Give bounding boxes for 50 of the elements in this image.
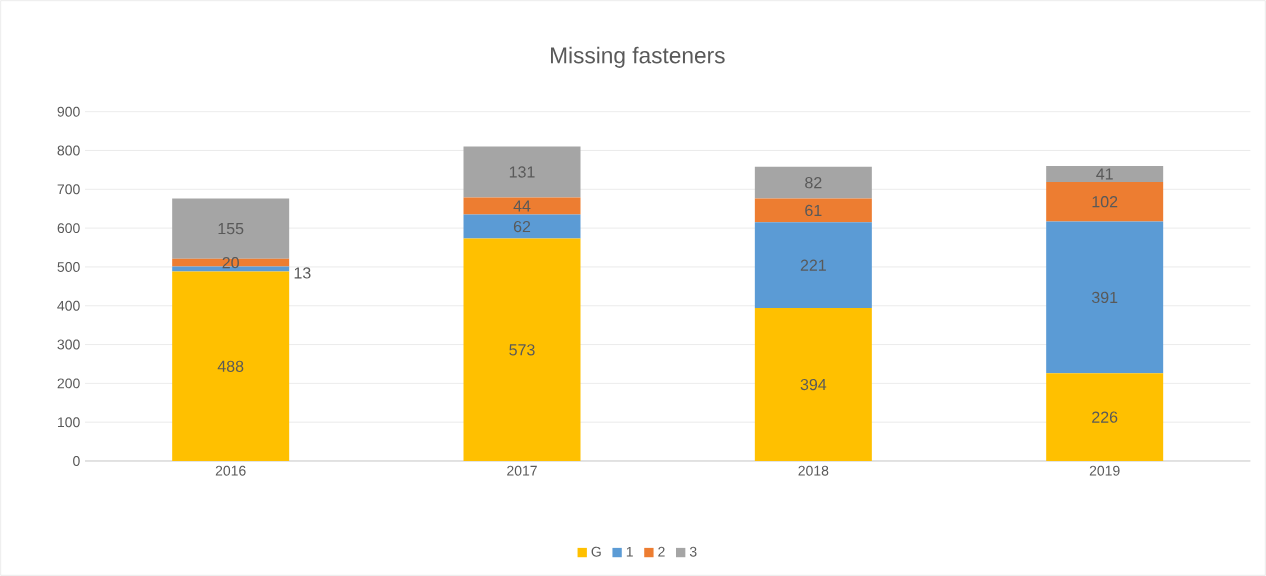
bar	[754, 166, 872, 199]
data-label: 155	[218, 223, 244, 235]
x-tick-label: 2017	[507, 465, 537, 476]
bar	[754, 308, 872, 461]
chart-title: Missing fasteners	[551, 46, 725, 68]
y-tick-label: 200	[57, 378, 80, 389]
data-label: 394	[800, 378, 827, 391]
bar	[1046, 181, 1164, 222]
legend-label: 1	[626, 546, 633, 557]
data-label: 573	[509, 344, 535, 356]
bar	[172, 271, 290, 461]
y-tick-label: 700	[57, 184, 80, 195]
y-tick-label: 500	[57, 261, 80, 272]
y-tick-label: 900	[57, 106, 80, 117]
data-label: 488	[217, 360, 244, 372]
data-label: 44	[513, 200, 531, 212]
x-tick-label: 2018	[798, 465, 829, 476]
data-label: 13	[294, 267, 311, 279]
x-tick-label: 2016	[215, 465, 246, 476]
bar	[172, 198, 290, 259]
data-label: 62	[513, 220, 531, 233]
data-label: 102	[1092, 196, 1118, 208]
legend-label: 2	[658, 546, 665, 557]
data-label: 391	[1091, 291, 1118, 304]
bar	[754, 198, 872, 223]
bar	[754, 222, 872, 309]
legend-label: 3	[689, 546, 697, 557]
x-tick-label: 2019	[1089, 465, 1120, 476]
bar	[463, 197, 581, 215]
bar	[1046, 221, 1164, 374]
y-tick-label: 300	[57, 339, 80, 350]
data-label: 131	[509, 166, 535, 178]
data-label: 82	[805, 177, 822, 189]
y-tick-label: 800	[57, 145, 80, 156]
bar	[463, 146, 581, 198]
bar	[1046, 373, 1164, 461]
data-label: 41	[1096, 168, 1113, 180]
data-label: 20	[222, 257, 239, 269]
y-tick-label: 0	[73, 456, 80, 466]
legend-label: G	[591, 546, 601, 557]
y-tick-label: 600	[57, 223, 80, 234]
y-tick-label: 400	[57, 300, 80, 311]
data-label: 61	[805, 204, 822, 217]
bar	[463, 238, 581, 461]
data-label: 226	[1092, 411, 1118, 423]
bar	[172, 258, 290, 267]
bar	[1046, 166, 1164, 182]
bar	[463, 214, 581, 239]
data-label: 221	[800, 259, 826, 271]
y-tick-label: 100	[58, 417, 80, 428]
